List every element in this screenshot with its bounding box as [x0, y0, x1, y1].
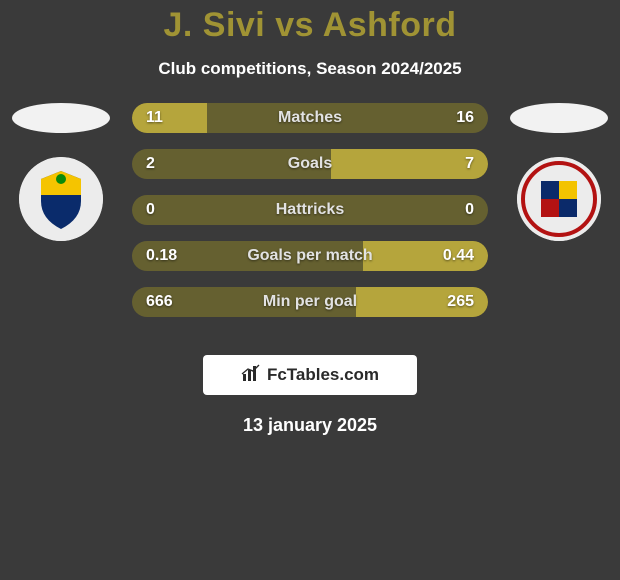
stat-row: 0Hattricks0: [132, 195, 488, 225]
brand-box[interactable]: FcTables.com: [203, 355, 417, 395]
club-crest-right: [517, 157, 601, 241]
stat-row: 0.18Goals per match0.44: [132, 241, 488, 271]
crest-right-svg: [517, 157, 601, 241]
crest-left-svg: [19, 157, 103, 241]
stat-value-right: 0.44: [443, 241, 474, 271]
stat-row: 2Goals7: [132, 149, 488, 179]
comparison-card: J. Sivi vs Ashford Club competitions, Se…: [0, 0, 620, 580]
player-oval-right: [510, 103, 608, 133]
date-label: 13 january 2025: [0, 415, 620, 436]
stat-value-right: 0: [465, 195, 474, 225]
stat-bars: 11Matches16 2Goals7 0Hattricks0 0.18Goals p…: [132, 103, 488, 333]
stat-label: Matches: [132, 103, 488, 133]
stat-label: Goals per match: [132, 241, 488, 271]
stat-row: 11Matches16: [132, 103, 488, 133]
comparison-content: 11Matches16 2Goals7 0Hattricks0 0.18Goals p…: [0, 103, 620, 343]
stat-value-right: 265: [447, 287, 474, 317]
stat-value-right: 16: [456, 103, 474, 133]
brand-label: FcTables.com: [267, 365, 379, 385]
page-title: J. Sivi vs Ashford: [0, 6, 620, 45]
stat-label: Hattricks: [132, 195, 488, 225]
stat-label: Goals: [132, 149, 488, 179]
club-crest-left: [19, 157, 103, 241]
stat-value-right: 7: [465, 149, 474, 179]
stat-row: 666Min per goal265: [132, 287, 488, 317]
player-oval-left: [12, 103, 110, 133]
chart-icon: [241, 363, 261, 388]
stat-label: Min per goal: [132, 287, 488, 317]
page-subtitle: Club competitions, Season 2024/2025: [0, 59, 620, 79]
